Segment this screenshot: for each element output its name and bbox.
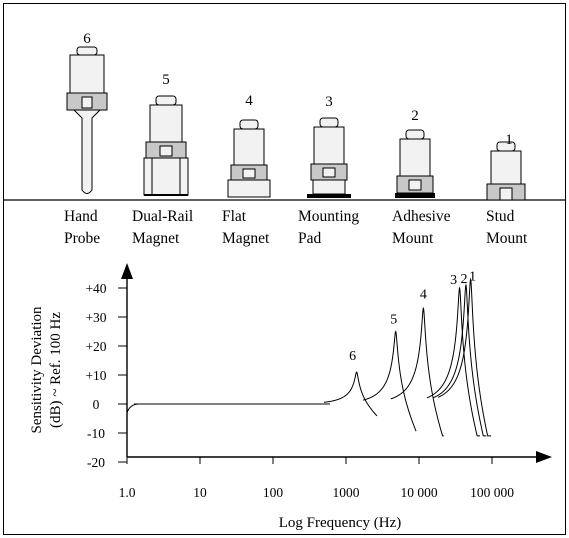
mount-label-magnet-4: Magnet — [222, 230, 270, 247]
adhesive-mount-sensor-icon — [395, 129, 435, 198]
x-axis-title: Log Frequency (Hz) — [279, 515, 401, 531]
curve-label-2: 2 — [460, 272, 467, 287]
mount-number-4: 4 — [245, 93, 253, 109]
mount-number-2: 2 — [411, 108, 419, 124]
curve-label-5: 5 — [390, 313, 397, 328]
y-axis-title-line1: Sensitivity Deviation — [29, 306, 45, 434]
mount-label-mount-2: Mount — [392, 230, 434, 247]
mount-label-hand: Hand — [64, 208, 98, 225]
mount-label-magnet-5: Magnet — [132, 230, 180, 247]
resonance-curve-6 — [323, 371, 378, 417]
dual-rail-magnet-sensor-icon — [143, 95, 189, 196]
curve-label-1: 1 — [469, 269, 476, 284]
y-tick-label: +20 — [85, 339, 106, 354]
figure-frame — [3, 3, 566, 535]
hand-probe-sensor-icon — [66, 46, 108, 194]
mount-label-mounting: Mounting — [298, 208, 359, 225]
mount-label-mount-1: Mount — [486, 230, 528, 247]
x-tick-label: 10 — [193, 485, 207, 500]
y-tick-label: +40 — [85, 281, 106, 296]
mount-label-pad: Pad — [298, 230, 322, 247]
mount-label-flat: Flat — [222, 208, 247, 225]
resonance-curve-5 — [362, 330, 417, 432]
y-axis-arrow-icon — [121, 263, 133, 279]
curve-label-4: 4 — [420, 287, 427, 302]
x-tick-label: 100 000 — [470, 485, 514, 500]
y-tick-label: 0 — [93, 397, 100, 412]
x-tick-label: 10 000 — [400, 485, 437, 500]
stud-mount-sensor-icon — [486, 141, 526, 201]
resonance-curve-2 — [433, 283, 487, 437]
mount-number-5: 5 — [162, 72, 170, 88]
mount-number-1: 1 — [505, 132, 513, 148]
resonance-curve-3 — [426, 286, 480, 437]
mount-number-3: 3 — [325, 94, 333, 110]
flat-magnet-sensor-icon — [227, 119, 271, 198]
low-frequency-rolloff — [126, 403, 140, 413]
mount-label-adhesive: Adhesive — [392, 208, 451, 225]
mount-number-6: 6 — [83, 31, 91, 47]
curve-label-3: 3 — [450, 273, 457, 288]
y-tick-label: +10 — [85, 368, 106, 383]
mount-label-probe: Probe — [64, 230, 100, 247]
x-tick-label: 1000 — [333, 485, 360, 500]
y-tick-label: -20 — [87, 455, 105, 470]
y-tick-label: +30 — [85, 310, 106, 325]
x-tick-label: 1.0 — [119, 485, 136, 500]
resonance-curve-1 — [437, 277, 491, 437]
mount-label-stud: Stud — [486, 208, 515, 225]
mount-label-dual-rail: Dual-Rail — [132, 208, 193, 225]
resonance-curve-4 — [390, 306, 444, 437]
x-axis-arrow-icon — [536, 451, 552, 463]
y-axis-title-line2: (dB) ~ Ref. 100 Hz — [48, 312, 64, 428]
curve-label-6: 6 — [349, 349, 356, 364]
x-tick-label: 100 — [263, 485, 284, 500]
mounting-pad-sensor-icon — [307, 117, 351, 198]
y-tick-label: -10 — [87, 426, 105, 441]
sensitivity-chart: 1.0 10 100 1000 10 000 100 000 +40 +30 +20 +10 0 -… — [29, 263, 552, 531]
